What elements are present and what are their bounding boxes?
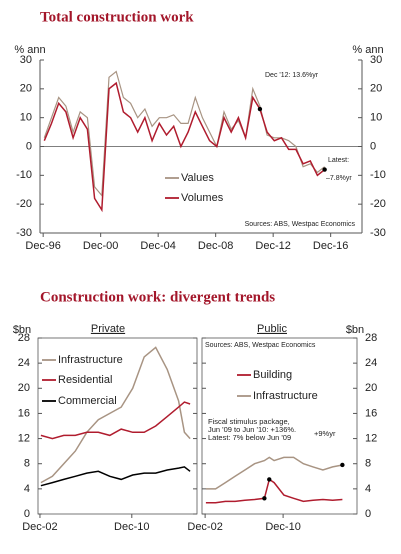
annotation: +9%yr [314,429,336,438]
y-tick-label: 28 [18,332,30,344]
x-tick-label: Dec-02 [22,521,57,533]
x-tick-label: Dec-12 [255,240,290,252]
plot-frame [201,337,358,515]
legend-label: Building [253,369,292,381]
x-tick-label: Dec-16 [313,240,348,252]
y-tick-label: 24 [365,357,377,369]
y-tick-label: 16 [365,407,377,419]
y-tick-label: 0 [370,140,376,152]
y-tick-label: -20 [370,198,386,210]
y-tick-label: 0 [24,508,30,520]
legend-label: Infrastructure [253,390,318,402]
y-tick-label: 30 [20,54,32,66]
y-tick-label: 10 [370,112,382,124]
legend-label: Residential [58,374,112,386]
legend-label: Infrastructure [58,354,123,366]
y-tick-label: 20 [370,83,382,95]
chart-title: Construction work: divergent trends [40,289,275,305]
y-tick-label: 12 [365,432,377,444]
x-tick-label: Dec-10 [114,521,149,533]
y-axis-label: % ann [14,44,45,56]
x-tick-label: Dec-00 [83,240,118,252]
x-tick-label: Dec-02 [187,521,222,533]
highlight-dot [322,167,327,172]
y-tick-label: -20 [16,198,32,210]
y-tick-label: 28 [365,332,377,344]
series-line [43,81,326,213]
y-tick-label: 12 [18,432,30,444]
series-line [40,401,191,440]
plot-frame [37,337,198,515]
x-tick-label: Dec-04 [140,240,175,252]
annotation: Sources: ABS, Westpac Economics [245,221,356,228]
y-tick-label: 0 [26,140,32,152]
y-tick-label: -10 [370,169,386,181]
y-tick-label: -30 [16,227,32,239]
annotation: Latest: 7% below Jun '09 [208,433,291,442]
y-tick-label: 20 [18,382,30,394]
y-axis-label: $bn [346,324,364,336]
legend-label: Commercial [58,395,117,407]
panel-subtitle: Private [91,323,125,335]
series-line [205,456,343,490]
series-line [205,478,343,504]
panel-subtitle: Public [257,323,287,335]
y-tick-label: 4 [365,483,371,495]
y-axis-label: $bn [13,324,31,336]
y-tick-label: 8 [365,458,371,470]
annotation: Dec '12: 13.6%yr [265,72,319,79]
y-axis-label: % ann [352,44,383,56]
y-tick-label: 20 [20,83,32,95]
legend-label: Values [181,172,214,184]
legend-label: Volumes [181,192,224,204]
highlight-dot [340,462,345,468]
highlight-dot [257,106,263,112]
series-line [40,466,191,487]
y-tick-label: -10 [16,169,32,181]
y-tick-label: 10 [20,112,32,124]
y-tick-label: 0 [365,508,371,520]
series-line [43,70,325,198]
annotation: Latest: [328,157,349,164]
y-tick-label: 16 [18,407,30,419]
y-tick-label: 20 [365,382,377,394]
series-line [40,346,191,484]
y-tick-label: 24 [18,357,30,369]
y-tick-label: 4 [24,483,30,495]
x-tick-label: Dec-96 [25,240,60,252]
annotation: –7.8%yr [326,175,352,182]
highlight-dot [262,496,267,501]
y-tick-label: 30 [370,54,382,66]
y-tick-label: 8 [24,458,30,470]
annotation: Sources: ABS, Westpac Economics [205,342,316,349]
annotation: Fiscal stimulus package, [208,417,290,426]
x-tick-label: Dec-10 [265,521,300,533]
x-tick-label: Dec-08 [198,240,233,252]
chart-title: Total construction work [40,9,194,25]
annotation: Jun '09 to Jun '10: +136%. [208,425,296,434]
y-tick-label: -30 [370,227,386,239]
highlight-dot [267,477,272,482]
